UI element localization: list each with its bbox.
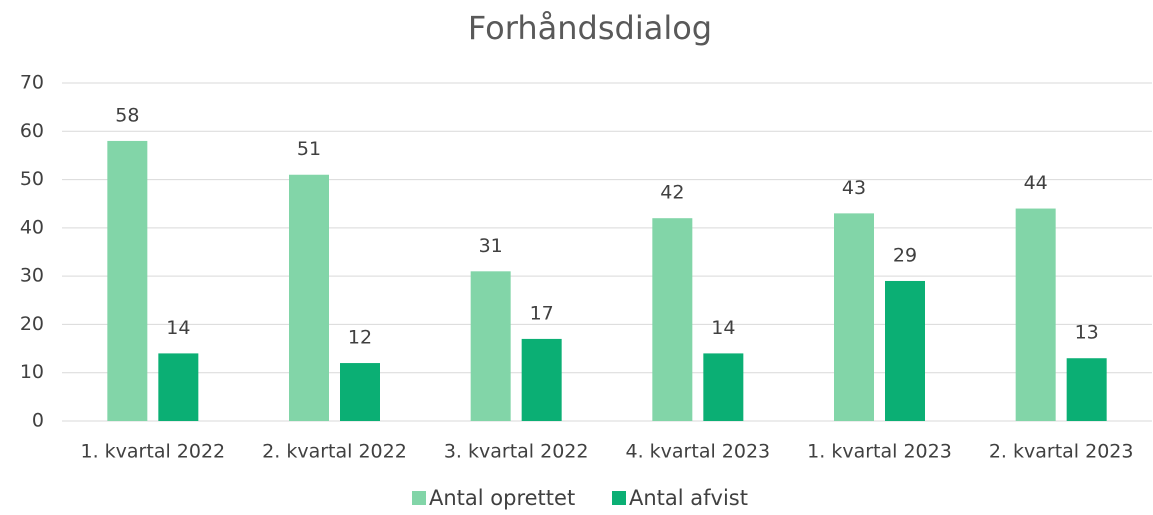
- legend-swatch: [412, 491, 426, 505]
- x-tick-label: 4. kvartal 2023: [626, 441, 771, 463]
- legend-swatch: [612, 491, 626, 505]
- x-tick-label: 2. kvartal 2022: [262, 441, 407, 463]
- bar: [470, 271, 511, 421]
- data-label: 12: [348, 327, 372, 349]
- data-label: 51: [297, 138, 321, 160]
- data-label: 31: [479, 235, 503, 257]
- data-label: 13: [1075, 322, 1099, 344]
- bar: [289, 174, 329, 421]
- bar: [340, 363, 380, 421]
- bar: [158, 353, 199, 421]
- data-label: 14: [711, 317, 735, 339]
- chart-title: Forhåndsdialog: [468, 9, 712, 47]
- y-tick-label: 70: [20, 72, 44, 94]
- y-tick-label: 40: [20, 216, 44, 238]
- y-tick-label: 20: [20, 313, 44, 335]
- data-label: 17: [530, 302, 554, 324]
- bar: [107, 140, 148, 421]
- data-label: 42: [660, 182, 684, 204]
- legend-label: Antal oprettet: [429, 486, 575, 510]
- bar: [834, 213, 874, 421]
- y-tick-label: 30: [20, 265, 44, 287]
- y-tick-label: 0: [32, 410, 44, 432]
- x-tick-label: 1. kvartal 2023: [807, 441, 952, 463]
- data-label: 58: [115, 104, 139, 126]
- bar: [652, 218, 693, 421]
- bar: [885, 280, 925, 421]
- legend-label: Antal afvist: [629, 486, 748, 510]
- x-tick-label: 2. kvartal 2023: [989, 441, 1134, 463]
- bar: [1015, 208, 1056, 421]
- x-tick-label: 1. kvartal 2022: [81, 441, 226, 463]
- data-label: 43: [842, 177, 866, 199]
- y-tick-label: 10: [20, 361, 44, 383]
- bar: [703, 353, 744, 421]
- data-label: 14: [166, 317, 190, 339]
- y-tick-label: 50: [20, 168, 44, 190]
- y-tick-label: 60: [20, 120, 44, 142]
- x-tick-label: 3. kvartal 2022: [444, 441, 589, 463]
- data-label: 29: [893, 244, 917, 266]
- data-label: 44: [1024, 172, 1048, 194]
- bar: [521, 338, 562, 421]
- bar: [1066, 358, 1107, 421]
